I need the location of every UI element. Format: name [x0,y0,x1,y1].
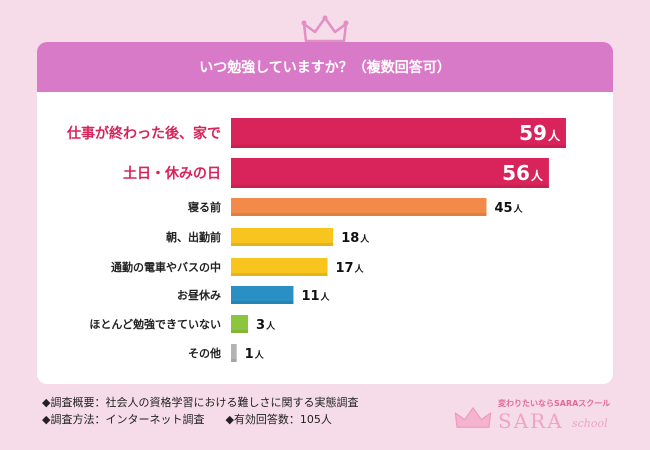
bar [231,315,249,333]
bar-shade [231,213,487,216]
value-label: 3人 [256,318,276,333]
bar-shade [231,185,549,188]
brand-suffix: school [572,417,608,430]
bar-shade [231,145,566,148]
category-label: その他 [188,346,221,360]
bar [231,198,487,216]
brand-logo: 変わりたいならSARAスクール SARA school [452,398,632,438]
bar [231,344,237,362]
brand-name: SARA [498,409,564,433]
footer-respondents: ◆有効回答数：105人 [225,413,332,426]
bar [231,158,549,188]
footer-method: ◆調査方法：インターネット調査 [42,413,205,426]
category-label: 朝、出勤前 [166,230,221,244]
chart-card: いつ勉強していますか？（複数回答可） 仕事が終わった後、家で 59人 土日・休みの日… [37,42,613,384]
footer-notes: ◆調査概要：社会人の資格学習における難しさに関する実態調査 ◆調査方法：インター… [42,394,358,428]
crown-icon [301,15,349,43]
bar-shade [231,273,328,276]
bar [231,118,566,148]
value-label: 17人 [336,261,365,276]
category-label: 寝る前 [188,200,221,214]
brand-tagline: 変わりたいならSARAスクール [498,399,611,408]
chart-title: いつ勉強していますか？（複数回答可） [37,42,613,92]
logo-crown-icon [454,407,492,428]
bar [231,286,294,304]
value-label: 1人 [245,347,265,362]
bar-shade [231,359,237,362]
bar [231,258,328,276]
bar [231,228,334,246]
category-label: 通勤の電車やバスの中 [111,260,221,274]
value-label: 18人 [341,231,370,246]
bar-shade [231,243,334,246]
bar-shade [231,330,249,333]
value-label: 45人 [494,201,523,216]
value-label: 11人 [301,289,330,304]
category-label: 土日・休みの日 [123,165,221,182]
footer-line-1: ◆調査概要：社会人の資格学習における難しさに関する実態調査 [42,396,359,409]
category-label: ほとんど勉強できていない [89,317,221,331]
category-label: お昼休み [177,288,221,302]
bar-shade [231,301,294,304]
category-label: 仕事が終わった後、家で [66,125,221,142]
